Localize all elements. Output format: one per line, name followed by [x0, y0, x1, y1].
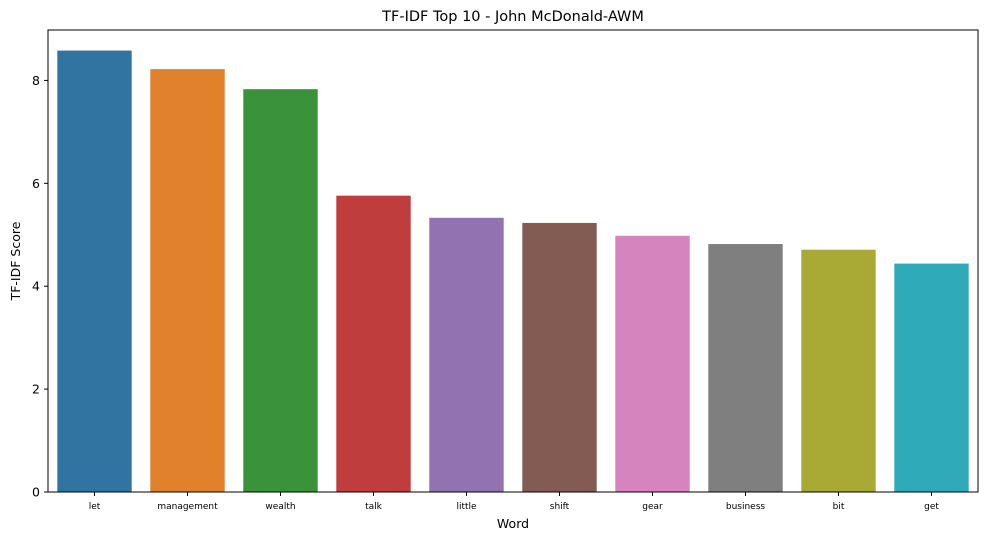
y-tick-label: 6	[32, 176, 40, 191]
y-tick-label: 8	[32, 73, 40, 88]
y-axis-label: TF-IDF Score	[8, 221, 23, 301]
x-axis-label: Word	[497, 516, 529, 531]
bar-get	[894, 263, 969, 492]
bars-group	[57, 50, 969, 493]
x-tick-label: talk	[365, 502, 383, 512]
x-tick-label: gear	[642, 502, 663, 512]
bar-shift	[522, 222, 597, 493]
bar-talk	[336, 195, 411, 492]
bar-let	[57, 50, 132, 492]
plot-frame	[47, 29, 979, 493]
x-axis-ticks: let management wealth talk little shift gear bu…	[89, 492, 939, 512]
x-tick-label: bit	[833, 502, 845, 512]
chart-title: TF-IDF Top 10 - John McDonald-AWM	[381, 9, 644, 25]
x-tick-label: get	[924, 502, 939, 512]
bar-management	[150, 69, 225, 492]
x-tick-label: management	[157, 502, 218, 512]
bar-business	[708, 244, 783, 492]
bar-little	[429, 217, 504, 492]
x-tick-label: let	[89, 502, 101, 512]
y-axis-ticks: 0 2 4 6 8	[32, 73, 48, 500]
y-tick-label: 0	[32, 485, 40, 500]
x-tick-label: little	[456, 502, 477, 512]
y-tick-label: 2	[32, 382, 40, 397]
x-tick-label: wealth	[265, 502, 295, 512]
bar-bit	[801, 249, 876, 492]
x-tick-label: shift	[550, 502, 570, 512]
bar-gear	[615, 235, 690, 492]
y-tick-label: 4	[32, 279, 40, 294]
bar-wealth	[243, 89, 318, 493]
x-tick-label: business	[726, 502, 766, 512]
